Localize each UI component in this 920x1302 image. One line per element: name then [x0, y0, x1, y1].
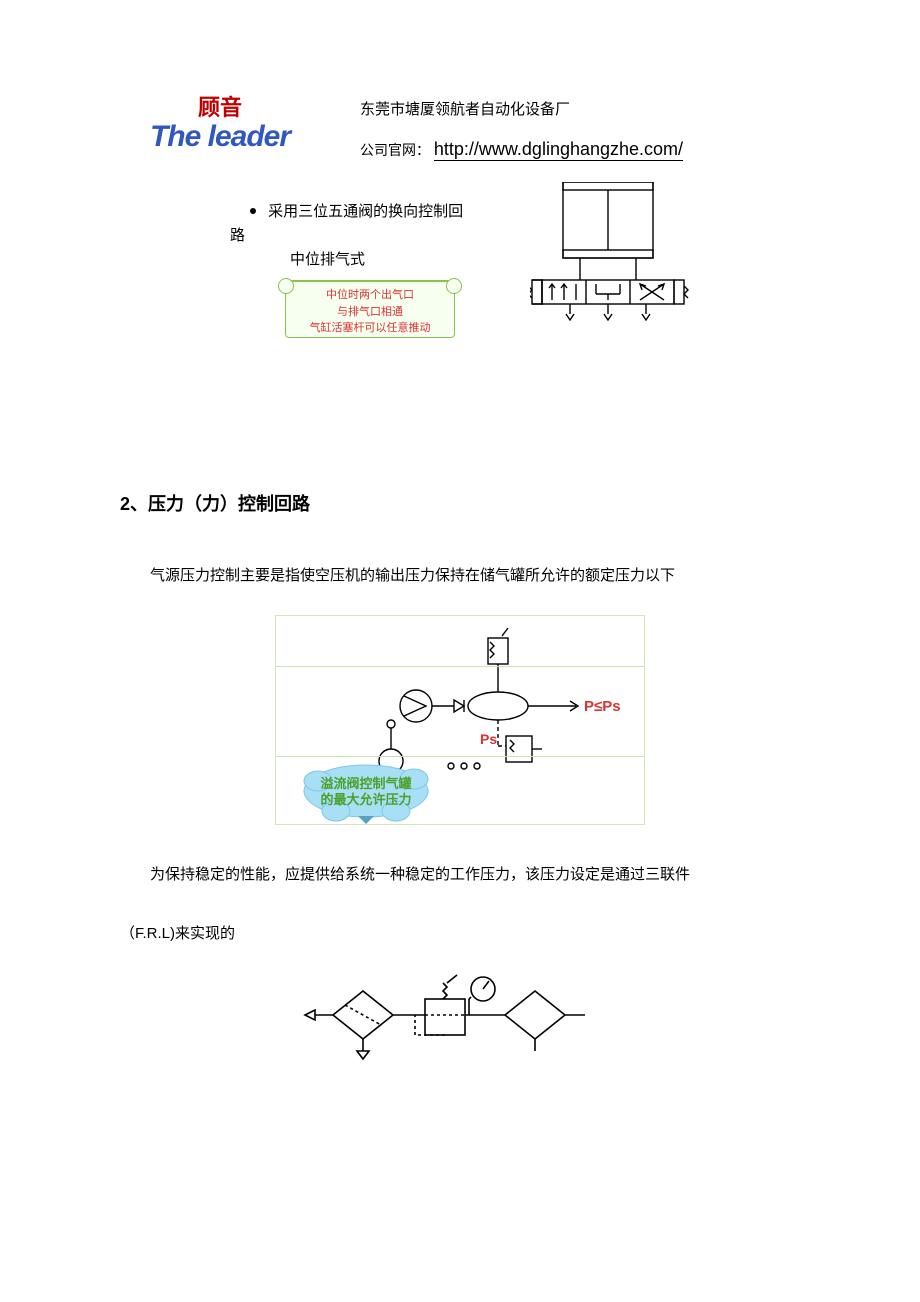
fig1-bullet-cont: 路 — [230, 227, 245, 244]
fig1-diagram — [530, 182, 700, 362]
company-name: 东莞市塘厦领航者自动化设备厂 — [360, 98, 683, 119]
logo-cn: 顾音 — [198, 90, 242, 122]
site-label: 公司官网： — [360, 142, 430, 158]
fig1-note-l3: 气缸活塞杆可以任意推动 — [286, 320, 454, 337]
fig2-svg: 溢流阀控制气罐 的最大允许压力 P≤Ps Ps — [276, 616, 646, 826]
company-block: 东莞市塘厦领航者自动化设备厂 公司官网： http://www.dglingha… — [360, 90, 683, 160]
figure-1: 采用三位五通阀的换向控制回 路 中位排气式 中位时两个出气口 与排气口相通 气缸… — [230, 200, 800, 400]
logo-en: The leader — [150, 122, 290, 152]
doc-header: 顾音 The leader 东莞市塘厦领航者自动化设备厂 公司官网： http:… — [120, 90, 800, 160]
fig2-cloud-l1: 溢流阀控制气罐 — [320, 776, 411, 791]
section2-p2: 为保持稳定的性能，应提供给系统一种稳定的工作压力，该压力设定是通过三联件 — [120, 855, 800, 894]
site-line: 公司官网： http://www.dglinghangzhe.com/ — [360, 139, 683, 160]
fig1-sub: 中位排气式 — [290, 248, 365, 269]
site-url[interactable]: http://www.dglinghangzhe.com/ — [434, 139, 683, 161]
fig1-note-l2: 与排气口相通 — [286, 304, 454, 321]
fig1-note-l1: 中位时两个出气口 — [286, 287, 454, 304]
fig1-bullet-line: 采用三位五通阀的换向控制回 — [268, 203, 463, 220]
fig2-ps: Ps — [480, 731, 497, 747]
figure-3-frl — [285, 973, 635, 1053]
figure-2: 溢流阀控制气罐 的最大允许压力 P≤Ps Ps — [275, 615, 645, 825]
logo-block: 顾音 The leader — [120, 90, 320, 152]
fig2-cloud-l2: 的最大允许压力 — [320, 792, 411, 807]
section2-heading: 2、压力（力）控制回路 — [120, 490, 800, 516]
section2-p1: 气源压力控制主要是指使空压机的输出压力保持在储气罐所允许的额定压力以下 — [120, 556, 800, 595]
section2-p3: （F.R.L)来实现的 — [120, 914, 800, 953]
fig2-p-le-ps: P≤Ps — [584, 698, 621, 715]
fig2-cloud: 溢流阀控制气罐 的最大允许压力 — [304, 765, 428, 824]
bullet-icon — [250, 208, 256, 214]
fig1-caption: 采用三位五通阀的换向控制回 路 — [230, 200, 490, 248]
fig1-note-scroll: 中位时两个出气口 与排气口相通 气缸活塞杆可以任意推动 — [285, 280, 455, 338]
